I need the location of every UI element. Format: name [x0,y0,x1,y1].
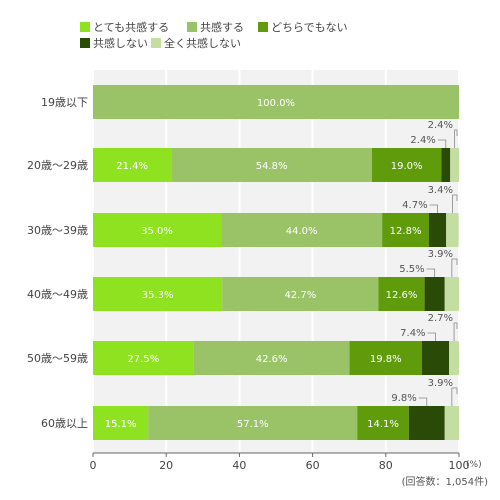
x-tick-label: 60 [306,459,320,472]
data-label: 35.3% [142,290,174,301]
data-label: 12.6% [386,290,418,301]
data-label: 12.8% [390,226,422,237]
bar-segment [93,277,223,311]
category-label: 40歳～49歳 [27,288,88,301]
bar-segment [408,406,445,440]
bar-segment [371,148,442,182]
bar-segment [93,148,172,182]
x-tick-label: 80 [379,459,393,472]
legend-swatch [151,38,161,48]
bar-segment [446,213,459,247]
bar-segment [349,341,423,375]
data-label: 19.8% [370,354,402,365]
data-label: 57.1% [237,419,269,430]
bar-segment [93,85,459,119]
callout-line [451,258,458,277]
bar-segment [221,213,383,247]
x-tick-label: 20 [159,459,173,472]
bar-segment [441,148,451,182]
data-label: 19.0% [391,161,423,172]
x-axis-unit: (%) [466,460,482,470]
data-label: 2.4% [428,120,453,131]
legend-item: 全く共感しない [151,36,241,52]
data-label: 15.1% [105,419,137,430]
legend-swatch [187,22,197,32]
callout-line [426,268,436,277]
legend-item: どちらでもない [258,20,348,36]
bar-segment [444,277,459,311]
data-label: 3.9% [428,249,453,260]
category-label: 20歳～29歳 [27,159,88,172]
legend-swatch [80,22,90,32]
category-label: 60歳以上 [41,417,88,430]
callout-line [418,397,428,406]
x-tick-label: 0 [90,459,97,472]
data-label: 44.0% [286,226,318,237]
bar-segment [424,277,445,311]
bar-segment [378,277,425,311]
data-label: 3.4% [428,185,453,196]
callout-line [453,322,458,341]
data-label: 2.7% [428,313,453,324]
bar-segment [444,406,459,440]
bar-segment [93,406,149,440]
data-label: 4.7% [402,200,427,211]
plot-area [93,70,459,453]
bar-segment [422,341,450,375]
data-label: 35.0% [141,226,173,237]
callout-line [452,194,458,213]
category-label: 50歳～59歳 [27,352,88,365]
bar-segment [449,341,459,375]
legend-item: 共感する [187,20,244,36]
bar-segment [148,406,358,440]
data-label: 7.4% [400,328,425,339]
callout-line [451,387,458,406]
callout-line [437,139,447,148]
bar-segment [428,213,447,247]
data-label: 3.9% [428,378,453,389]
bar-segment [193,341,350,375]
bar-segment [450,148,459,182]
callout-line [427,332,436,341]
bar-segment [171,148,372,182]
category-label: 19歳以下 [41,96,88,109]
data-label: 5.5% [399,264,424,275]
legend-swatch [80,38,90,48]
data-label: 100.0% [257,98,295,109]
data-label: 2.4% [410,135,435,146]
data-label: 27.5% [127,354,159,365]
response-count-note: (回答数：1,054件) [401,477,488,488]
data-label: 14.1% [367,419,399,430]
data-label: 42.6% [256,354,288,365]
legend-label: 共感しない [93,37,148,50]
data-label: 9.8% [391,393,416,404]
legend-item: 共感しない [80,36,148,52]
bar-segment [93,213,222,247]
x-tick-label: 40 [232,459,246,472]
legend-item: とても共感する [80,20,169,36]
category-label: 30歳～39歳 [27,224,88,237]
bar-segment [93,341,194,375]
callout-line [454,129,458,148]
legend-label: 共感する [200,21,244,34]
legend-label: どちらでもない [271,21,348,34]
legend-label: 全く共感しない [164,37,241,50]
data-label: 54.8% [256,161,288,172]
bar-segment [382,213,429,247]
legend-label: とても共感する [93,21,170,34]
data-label: 42.7% [284,290,316,301]
bar-segment [357,406,409,440]
callout-line [429,204,438,213]
data-label: 21.4% [116,161,148,172]
x-tick-label: 100 [449,459,470,472]
bar-segment [222,277,379,311]
legend-swatch [258,22,268,32]
